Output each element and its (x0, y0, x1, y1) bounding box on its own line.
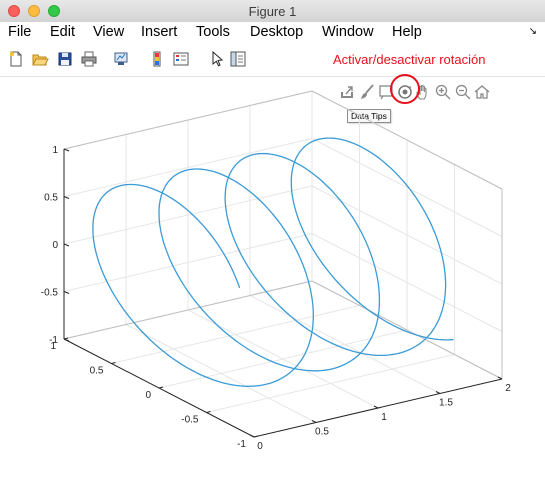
box-edge (311, 90, 503, 190)
grid-line (111, 305, 360, 364)
box-edge (63, 90, 313, 150)
print-icon[interactable] (80, 50, 98, 68)
z-tick-label: 0.5 (44, 193, 58, 204)
insert-colorbar-icon[interactable] (148, 50, 166, 68)
y-tick-label: 0 (145, 390, 151, 401)
z-tick (63, 243, 70, 247)
z-tick (63, 196, 70, 199)
open-file-icon[interactable] (31, 50, 49, 68)
x-tick (311, 420, 317, 423)
z-tick (63, 338, 70, 342)
menu-bar: File Edit View Insert Tools Desktop Wind… (0, 22, 545, 43)
rotation-annotation: Activar/desactivar rotación (333, 52, 486, 67)
home-icon[interactable] (473, 83, 491, 101)
data-tips-tooltip: Data Tips (347, 109, 391, 123)
y-tick-label: -1 (237, 439, 246, 450)
menu-desktop[interactable]: Desktop (250, 24, 304, 40)
z-tick (63, 291, 70, 294)
x-tick (435, 391, 441, 394)
z-tick-label: -0.5 (41, 288, 59, 299)
x-tick (249, 434, 255, 438)
menu-window[interactable]: Window (322, 24, 374, 40)
grid-line (311, 138, 503, 237)
save-icon[interactable] (56, 50, 74, 68)
x-tick (373, 405, 379, 409)
window-title: Figure 1 (248, 4, 297, 19)
insert-legend-icon[interactable] (172, 50, 190, 68)
minimize-window-button[interactable] (28, 5, 40, 17)
maximize-window-button[interactable] (48, 5, 60, 17)
menu-file[interactable]: File (8, 24, 32, 40)
grid-line (63, 185, 313, 245)
y-tick (253, 435, 259, 438)
zoom-out-icon[interactable] (454, 83, 472, 101)
figure-toolbar (0, 43, 545, 77)
z-tick-label: 0 (52, 240, 58, 251)
x-tick-label: 2 (505, 383, 511, 394)
grid-line (158, 329, 408, 389)
grid-line (311, 233, 503, 332)
menu-help[interactable]: Help (392, 24, 422, 40)
y-tick (111, 362, 116, 364)
menu-insert[interactable]: Insert (141, 24, 178, 40)
x-tick-label: 0 (257, 441, 263, 452)
annotation-highlight-circle (390, 74, 420, 104)
grid-line (311, 185, 503, 285)
x-tick (497, 376, 503, 380)
grid-line (63, 138, 313, 197)
property-inspector-icon[interactable] (229, 50, 247, 68)
y-tick (63, 337, 69, 340)
export-icon[interactable] (338, 83, 356, 101)
x-tick-label: 1.5 (439, 398, 453, 409)
menu-tools[interactable]: Tools (196, 24, 230, 40)
z-tick-label: -1 (49, 335, 58, 346)
y-tick-label: 0.5 (90, 366, 104, 377)
edit-plot-icon[interactable] (208, 50, 226, 68)
box-edge (63, 280, 313, 340)
helix-series-line (92, 137, 454, 387)
y-tick (158, 386, 164, 389)
z-tick (63, 148, 70, 152)
y-tick (206, 411, 211, 413)
grid-line (206, 354, 455, 413)
y-tick-label: 1 (50, 341, 56, 352)
menu-overflow-arrow-icon[interactable]: ↘ (528, 26, 537, 37)
close-window-button[interactable] (8, 5, 20, 17)
grid-line (63, 233, 313, 292)
box-edge (311, 280, 503, 380)
z-tick-label: 1 (52, 145, 58, 156)
y-tick-label: -0.5 (181, 415, 199, 426)
menu-view[interactable]: View (93, 24, 125, 40)
x-tick-label: 1 (381, 412, 387, 423)
new-figure-icon[interactable] (7, 50, 25, 68)
brush-icon[interactable] (358, 83, 376, 101)
x-tick-label: 0.5 (315, 427, 329, 438)
zoom-in-icon[interactable] (434, 83, 452, 101)
link-plot-icon[interactable] (112, 50, 130, 68)
menu-edit[interactable]: Edit (50, 24, 75, 40)
